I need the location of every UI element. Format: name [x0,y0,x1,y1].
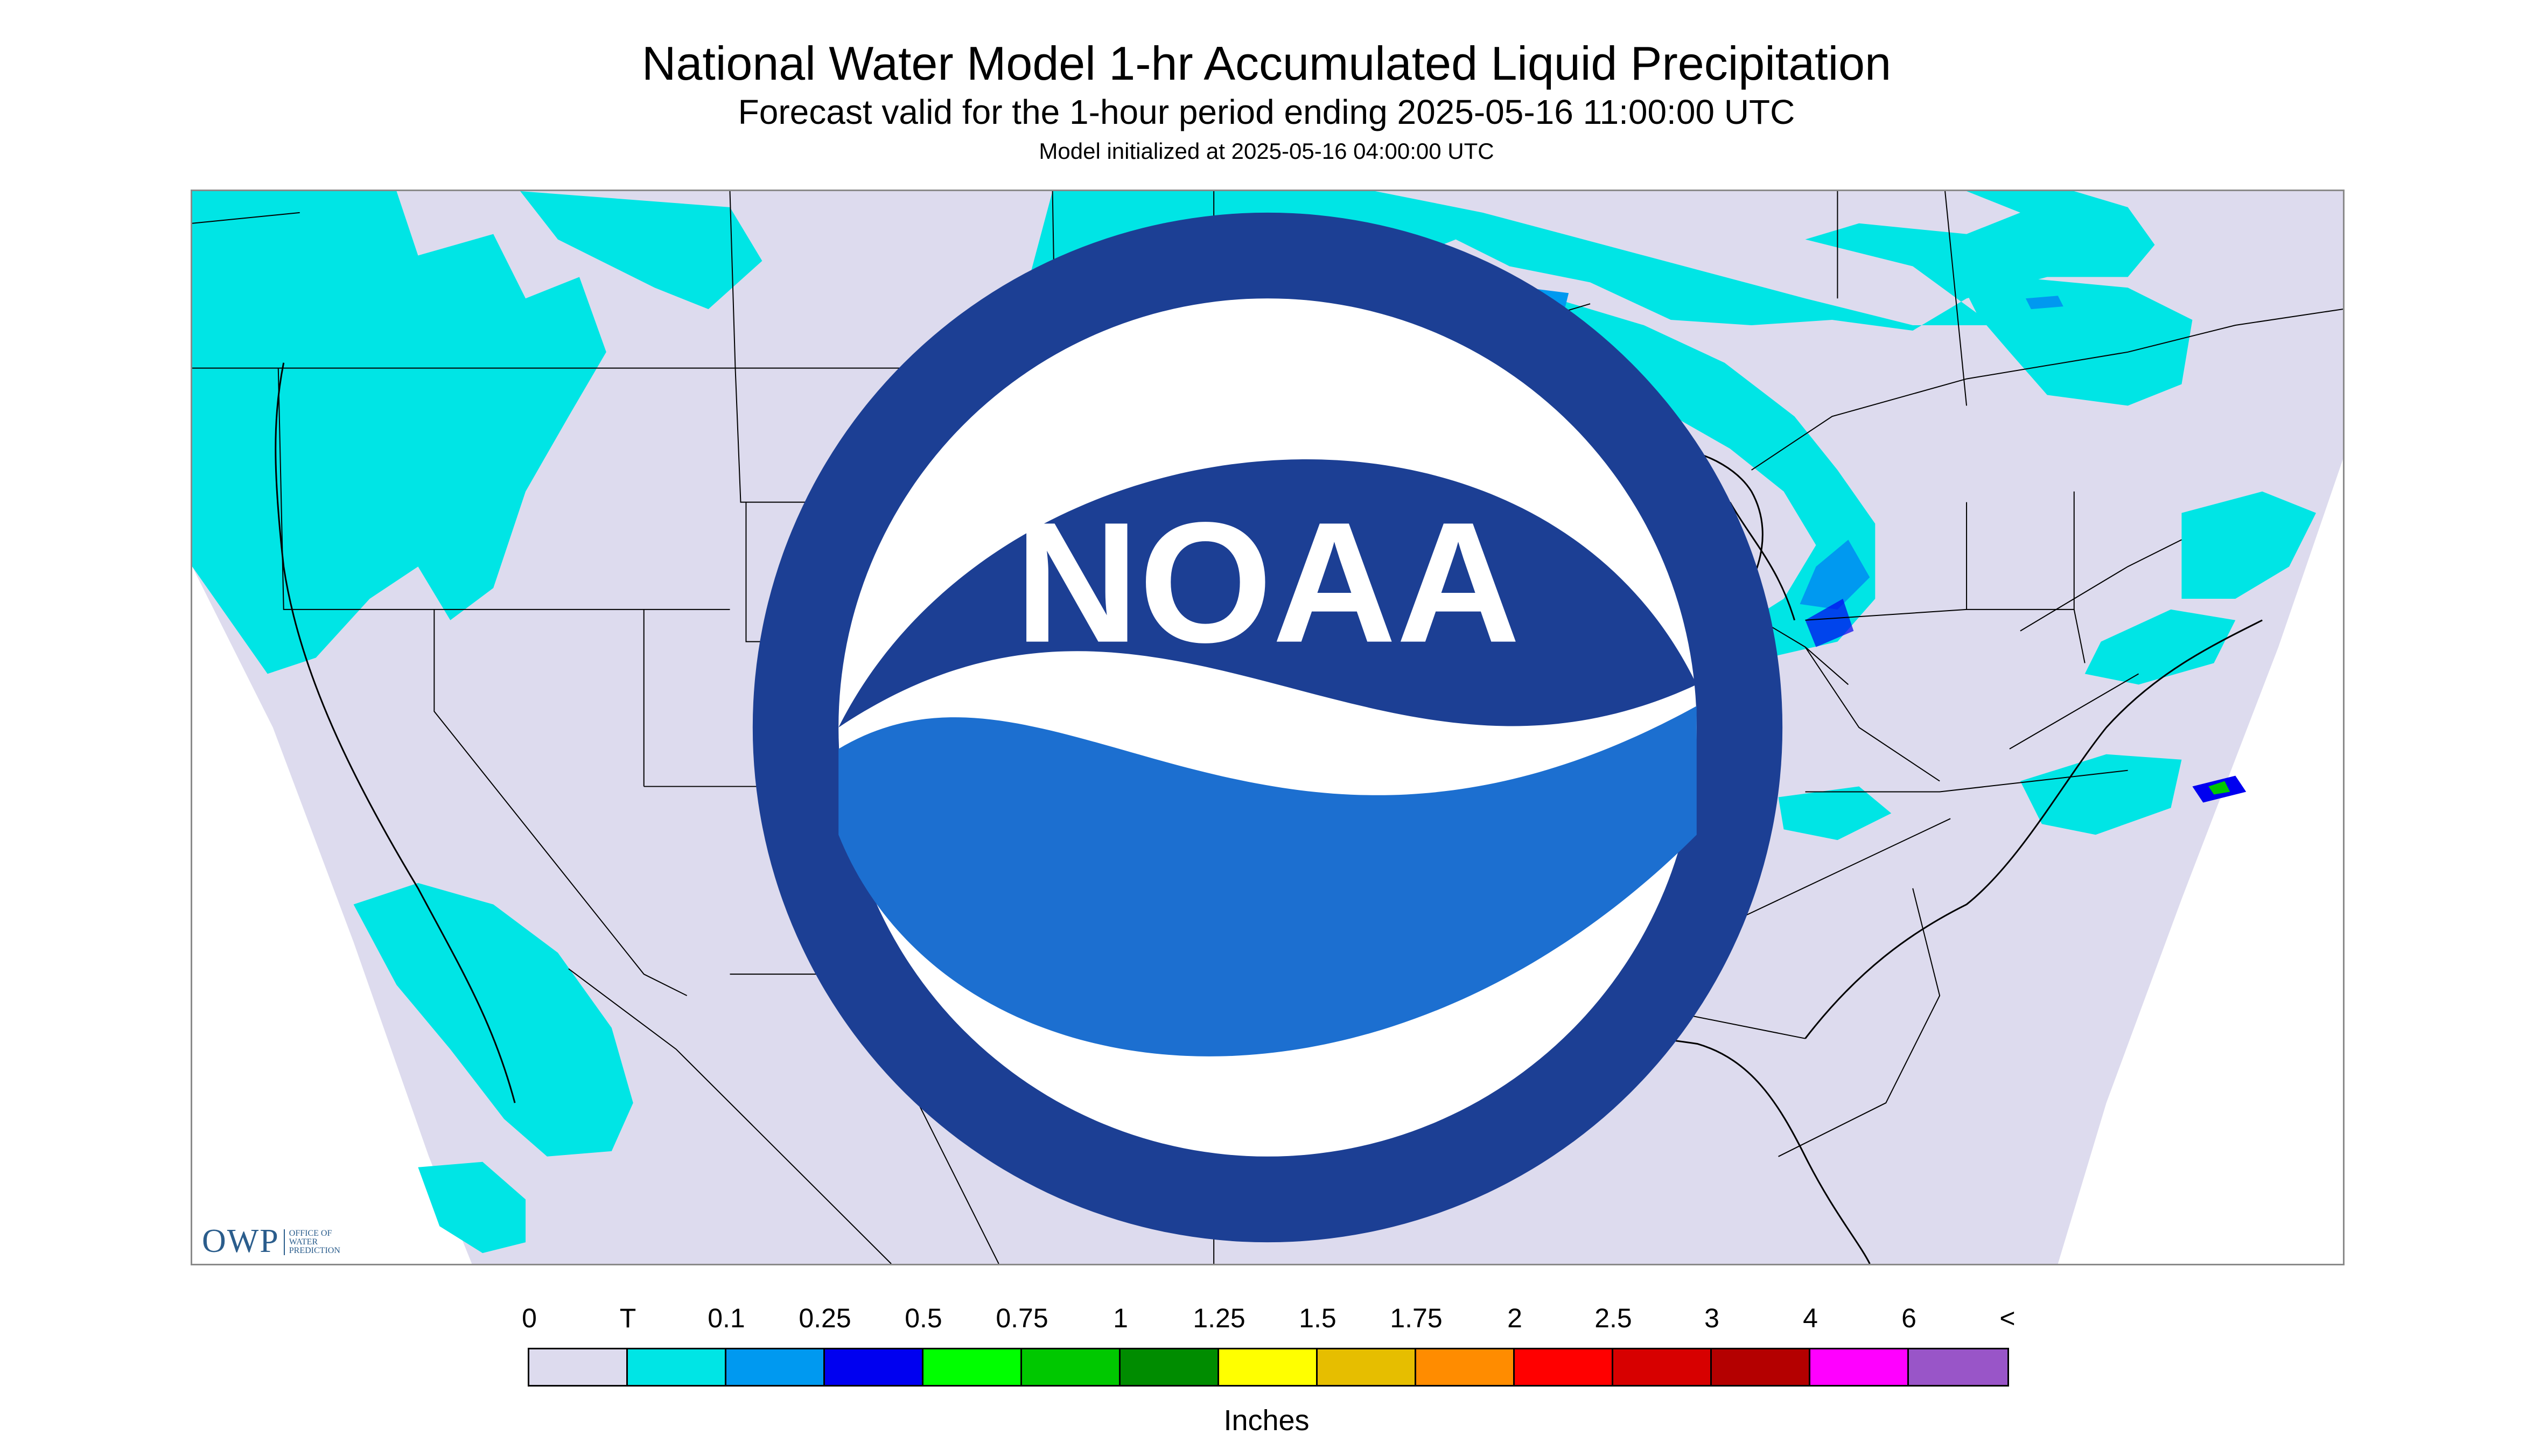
legend-swatch [1613,1349,1712,1385]
legend-swatch [923,1349,1022,1385]
legend-tick-label: 1.75 [1390,1303,1443,1333]
precipitation-map: OWP OFFICE OF WATER PREDICTION NOAA [191,190,2345,1265]
legend-tick-label: 1.5 [1299,1303,1337,1333]
model-init-line: Model initialized at 2025-05-16 04:00:00… [1039,138,1494,164]
legend-swatch [825,1349,923,1385]
legend-swatch [1318,1349,1416,1385]
legend-tick-label: 0.75 [996,1303,1048,1333]
noaa-logo-icon: NOAA [752,212,1783,1243]
legend-tick-label: 0.1 [708,1303,745,1333]
legend-swatch [529,1349,628,1385]
legend-tick-label: 0.5 [905,1303,942,1333]
owp-logo-mark: OWP [202,1223,279,1259]
legend-swatch [1022,1349,1121,1385]
legend-tick-label: 4 [1803,1303,1818,1333]
legend-swatch [1909,1349,2007,1385]
legend-swatch [1712,1349,1810,1385]
legend-tick-label: 1 [1113,1303,1128,1333]
legend-swatch [726,1349,825,1385]
legend-swatch [1416,1349,1515,1385]
legend-units: Inches [1223,1404,1310,1437]
legend-swatch [1219,1349,1318,1385]
forecast-valid-subtitle: Forecast valid for the 1-hour period end… [738,93,1795,131]
legend-swatch [1515,1349,1613,1385]
legend-swatch [1810,1349,1909,1385]
legend-tick-label: 2 [1507,1303,1522,1333]
legend-tick-label: < [1999,1303,2016,1333]
legend-tick-label: 1.25 [1193,1303,1245,1333]
owp-logo-text: OFFICE OF WATER PREDICTION [283,1229,340,1255]
owp-logo: OWP OFFICE OF WATER PREDICTION [202,1223,340,1259]
legend-tick-label: 0 [522,1303,537,1333]
legend-colorbar [528,1348,2009,1387]
map-title: National Water Model 1-hr Accumulated Li… [641,37,1892,90]
legend-swatch [628,1349,726,1385]
legend-tick-label: 3 [1704,1303,1719,1333]
legend-labels: 0 T 0.1 0.25 0.5 0.75 1 1.25 1.5 1.75 2 2.5 3 4 6 < [0,1302,2533,1334]
noaa-logo-text: NOAA [1015,486,1520,678]
legend-tick-label: 2.5 [1594,1303,1632,1333]
legend-tick-label: T [619,1303,636,1333]
legend-swatch [1121,1349,1219,1385]
legend-tick-label: 6 [1901,1303,1916,1333]
legend-tick-label: 0.25 [799,1303,851,1333]
